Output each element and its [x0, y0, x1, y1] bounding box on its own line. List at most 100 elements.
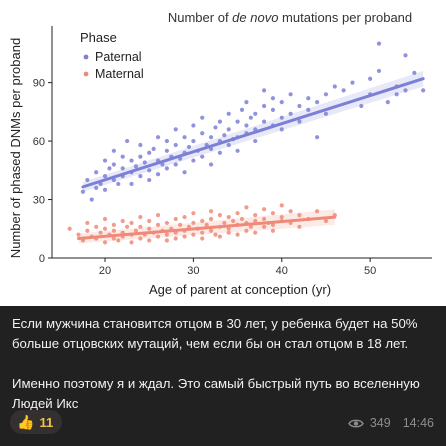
data-point-maternal — [94, 224, 99, 229]
data-point-paternal — [394, 92, 399, 97]
data-point-paternal — [323, 92, 329, 97]
data-point-maternal — [147, 226, 152, 231]
message-time: 14:46 — [402, 416, 434, 430]
data-point-maternal — [323, 218, 329, 224]
data-point-paternal — [142, 160, 147, 165]
data-point-maternal — [200, 230, 205, 235]
chart-image[interactable]: Number of de novo mutations per proband … — [0, 0, 446, 306]
data-point-paternal — [147, 150, 152, 155]
data-point-maternal — [200, 236, 205, 241]
data-point-maternal — [261, 216, 267, 222]
data-point-paternal — [270, 96, 276, 101]
data-point-paternal — [102, 158, 108, 163]
data-point-paternal — [226, 142, 231, 148]
data-point-paternal — [107, 166, 112, 171]
data-point-paternal — [332, 84, 337, 89]
data-point-paternal — [164, 166, 169, 171]
data-point-paternal — [120, 154, 125, 159]
data-point-paternal — [213, 125, 218, 130]
x-tick-label: 40 — [276, 265, 288, 277]
data-point-paternal — [288, 92, 293, 97]
data-point-paternal — [421, 88, 426, 93]
data-point-paternal — [111, 177, 116, 183]
y-tick-label: 0 — [39, 253, 45, 265]
data-point-paternal — [226, 111, 231, 116]
data-point-paternal — [376, 41, 382, 46]
data-point-paternal — [155, 135, 161, 140]
data-point-maternal — [173, 236, 178, 241]
data-point-maternal — [76, 232, 81, 237]
data-point-paternal — [217, 150, 223, 155]
data-point-maternal — [239, 216, 245, 222]
data-point-paternal — [306, 96, 311, 101]
data-point-maternal — [270, 228, 276, 233]
data-point-paternal — [297, 119, 302, 124]
data-point-maternal — [200, 218, 205, 224]
data-point-paternal — [208, 162, 214, 167]
data-point-paternal — [111, 148, 116, 153]
data-point-maternal — [147, 218, 152, 224]
scatter-chart: Number of de novo mutations per proband … — [8, 10, 432, 297]
y-tick-label: 60 — [33, 136, 45, 148]
data-point-paternal — [341, 88, 346, 93]
data-point-maternal — [204, 222, 209, 227]
trend-line-paternal — [81, 77, 425, 189]
data-point-maternal — [226, 214, 231, 220]
data-point-paternal — [403, 88, 408, 93]
data-point-maternal — [261, 224, 267, 229]
data-point-maternal — [253, 213, 258, 218]
reaction-button[interactable]: 👍 11 — [10, 410, 63, 434]
data-point-paternal — [217, 119, 223, 124]
data-point-maternal — [125, 224, 130, 229]
data-point-paternal — [403, 53, 408, 58]
data-point-paternal — [80, 189, 86, 194]
data-point-maternal — [297, 224, 302, 229]
data-point-maternal — [191, 211, 196, 216]
data-point-paternal — [239, 107, 245, 112]
data-point-paternal — [297, 103, 302, 109]
data-point-paternal — [94, 170, 99, 175]
data-point-maternal — [133, 228, 139, 233]
data-point-paternal — [412, 70, 417, 75]
data-point-paternal — [125, 138, 130, 144]
data-point-paternal — [376, 68, 382, 74]
data-point-paternal — [120, 166, 125, 171]
data-point-maternal — [67, 226, 72, 231]
data-point-paternal — [323, 111, 329, 116]
data-point-paternal — [248, 115, 253, 120]
data-point-maternal — [111, 222, 116, 227]
data-point-maternal — [235, 232, 240, 237]
data-point-paternal — [306, 107, 311, 112]
data-point-maternal — [164, 238, 169, 243]
data-point-paternal — [279, 115, 284, 120]
data-point-maternal — [208, 209, 214, 214]
data-point-paternal — [182, 135, 187, 140]
view-count: 349 — [369, 416, 391, 430]
data-point-paternal — [94, 185, 99, 190]
data-point-maternal — [178, 222, 183, 227]
legend-label-maternal: Maternal — [95, 67, 144, 81]
x-tick-label: 50 — [364, 265, 376, 277]
message-caption: Если мужчина становится отцом в 30 лет, … — [12, 314, 436, 414]
data-point-paternal — [226, 127, 231, 132]
legend-label-paternal: Paternal — [95, 50, 142, 64]
data-point-maternal — [102, 240, 108, 245]
caption-paragraph-1: Если мужчина становится отцом в 30 лет, … — [12, 316, 418, 351]
data-point-paternal — [261, 103, 267, 109]
data-point-paternal — [147, 177, 152, 183]
data-point-maternal — [138, 236, 143, 241]
data-point-paternal — [164, 148, 169, 153]
data-point-paternal — [279, 127, 284, 132]
data-point-maternal — [147, 238, 152, 243]
data-point-maternal — [98, 230, 103, 235]
data-point-maternal — [235, 211, 240, 216]
y-axis-label: Number of phased DNMs per proband — [8, 38, 23, 258]
data-point-paternal — [253, 111, 258, 116]
thumbs-up-icon: 👍 — [17, 414, 35, 430]
data-point-paternal — [253, 138, 258, 144]
data-point-maternal — [155, 234, 161, 239]
data-point-maternal — [182, 214, 187, 220]
data-point-paternal — [102, 174, 108, 179]
chart-title-post: mutations per proband — [278, 10, 412, 25]
legend-marker-maternal — [83, 71, 89, 77]
